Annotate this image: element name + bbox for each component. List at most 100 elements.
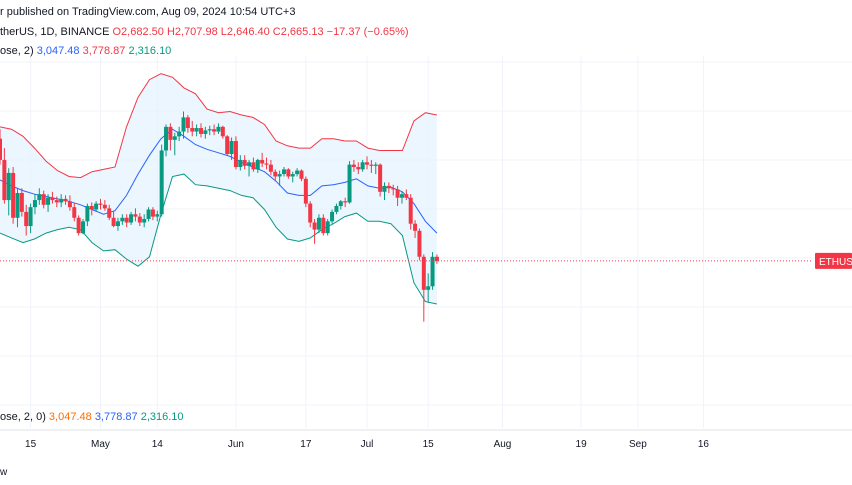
candle-body: [98, 203, 103, 205]
candle-body: [238, 159, 243, 168]
candle-body: [129, 214, 134, 223]
candle-body: [220, 126, 225, 137]
candle-body: [365, 162, 370, 165]
symbol-text: therUS, 1D, BINANCE: [0, 26, 110, 38]
candle-body: [273, 171, 278, 177]
candle-body: [81, 221, 86, 234]
x-tick-label: Jun: [228, 439, 244, 450]
candle-body: [155, 214, 160, 217]
candle-body: [430, 256, 435, 287]
candle-body: [172, 136, 177, 140]
candle-body: [2, 159, 7, 201]
candle-body: [181, 117, 186, 132]
bollinger-bands: [0, 73, 438, 305]
x-tick-label: 15: [25, 439, 37, 450]
candle-body: [277, 174, 282, 177]
bb-label: ose, 2): [0, 45, 34, 57]
candle-body: [24, 211, 29, 227]
bb-lower-value: 2,316.10: [128, 45, 172, 57]
candle-body: [295, 170, 300, 175]
x-tick-label: Jul: [361, 439, 374, 450]
candle-body: [351, 164, 356, 168]
bollinger-legend[interactable]: ose, 2) 3,047.48 3,778.87 2,316.10: [0, 45, 171, 57]
band-lower: [0, 173, 438, 305]
candle-body: [76, 217, 81, 234]
candle-body: [286, 169, 291, 177]
candle-body: [373, 164, 378, 166]
x-tick-label: Sep: [629, 439, 647, 450]
bb-upper-value: 3,778.87: [82, 45, 126, 57]
candle-body: [0, 138, 2, 160]
candle-body: [242, 159, 247, 166]
price-tag-label: ETHUSD: [819, 257, 852, 268]
candle-body: [120, 217, 125, 222]
candle-body: [369, 164, 374, 166]
candle-body: [260, 159, 265, 164]
candle-body: [338, 201, 343, 206]
candle-body: [382, 185, 387, 192]
candle-body: [115, 221, 120, 227]
high-value: 2,707.98: [174, 26, 218, 38]
candle-body: [124, 217, 129, 223]
candle-body: [325, 221, 330, 234]
candle-body: [203, 130, 208, 134]
candle-body: [85, 205, 90, 222]
candle-body: [356, 167, 361, 170]
candle-body: [54, 200, 59, 203]
bb-basis-value: 3,047.48: [36, 45, 80, 57]
open-value: 2,682.50: [121, 26, 164, 38]
candle-body: [212, 129, 217, 132]
candle-body: [67, 201, 72, 208]
candle-body: [32, 200, 37, 208]
candle-body: [321, 217, 326, 234]
candle-body: [334, 205, 339, 212]
candle-body: [150, 209, 155, 217]
candle-body: [46, 197, 51, 205]
candle-body: [417, 230, 422, 257]
close-value: 2,665.13: [280, 26, 324, 38]
open-label: O: [112, 26, 122, 38]
candle-body: [399, 194, 404, 198]
indicator-v3: 2,316.10: [140, 411, 184, 423]
indicator-legend[interactable]: ose, 2, 0) 3,047.48 3,778.87 2,316.10: [0, 411, 184, 423]
candle-body: [233, 141, 238, 168]
candle-body: [168, 126, 173, 140]
high-label: H: [166, 26, 175, 38]
candle-body: [146, 209, 151, 219]
candle-body: [426, 286, 431, 290]
candle-body: [63, 198, 68, 202]
band-fill: [0, 73, 437, 304]
candlesticks: [0, 111, 439, 322]
indicator-v2: 3,778.87: [94, 411, 138, 423]
candle-body: [264, 163, 269, 165]
indicator-label: ose, 2, 0): [0, 411, 46, 423]
published-line: r published on TradingView.com, Aug 09, …: [0, 6, 295, 18]
x-tick-label: 19: [576, 439, 588, 450]
candle-body: [142, 218, 147, 223]
candle-body: [164, 126, 169, 151]
candle-body: [94, 203, 99, 210]
candle-body: [216, 126, 221, 132]
candle-body: [386, 185, 391, 189]
candle-body: [6, 172, 11, 201]
close-label: C: [272, 26, 281, 38]
candle-body: [190, 128, 195, 132]
candle-body: [72, 207, 77, 218]
candle-body: [395, 189, 400, 198]
candle-body: [15, 192, 20, 218]
candle-body: [434, 256, 439, 261]
x-tick-label: May: [91, 439, 110, 450]
candle-body: [378, 164, 383, 192]
candle-body: [343, 201, 348, 203]
candle-body: [303, 178, 308, 204]
candle-body: [247, 162, 252, 166]
candle-body: [268, 164, 273, 172]
ohlc-legend[interactable]: therUS, 1D, BINANCE O2,682.50 H2,707.98 …: [0, 26, 409, 38]
x-tick-label: Aug: [494, 439, 512, 450]
low-value: 2,646.40: [226, 26, 270, 38]
candle-body: [111, 217, 116, 227]
candle-body: [360, 162, 365, 170]
candle-body: [159, 150, 164, 215]
candle-body: [11, 172, 16, 218]
